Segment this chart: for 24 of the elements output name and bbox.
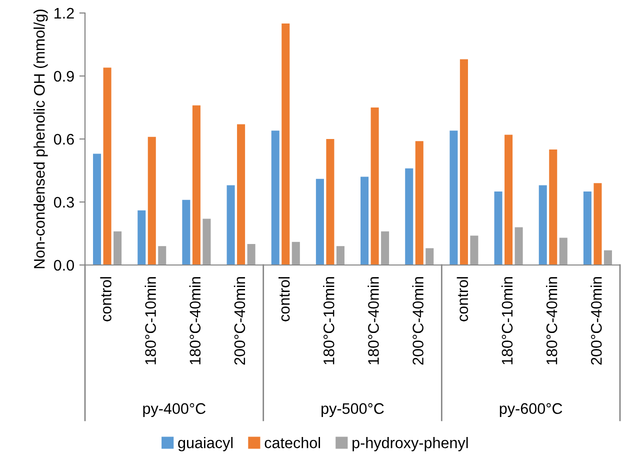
legend-label: guaiacyl: [178, 437, 233, 452]
x-tick-label: 180°C-10min: [501, 277, 513, 364]
x-tick-label: 180°C-10min: [323, 277, 334, 364]
legend-label: p-hydroxy-phenyl: [352, 437, 468, 452]
y-tick-label: 0.3: [54, 196, 74, 208]
x-tick-label: control: [278, 277, 290, 322]
legend-label: catechol: [264, 437, 320, 448]
y-tick-label: 0.0: [54, 260, 74, 271]
y-axis-title: Non-condensed phenolic OH (mmol/g): [34, 10, 48, 268]
x-tick-label: 180°C-10min: [144, 277, 156, 364]
x-tick-label: 180°C-40min: [368, 277, 379, 364]
text: py-600°C: [500, 403, 562, 418]
text: py-400°C: [143, 403, 206, 418]
x-tick-label: 200°C-40min: [590, 277, 602, 365]
x-tick-label: 180°C-40min: [546, 277, 558, 364]
text: py-500°C: [322, 403, 384, 418]
x-tick-label: control: [456, 277, 468, 322]
x-tick-label: 200°C-40min: [234, 277, 246, 365]
y-tick-label: 1.2: [54, 8, 74, 19]
x-tick-label: control: [100, 277, 112, 322]
x-tick-label: 200°C-40min: [412, 277, 424, 365]
x-tick-label: 180°C-40min: [189, 277, 201, 364]
y-tick-label: 0.6: [54, 134, 74, 145]
y-tick-label: 0.9: [54, 70, 74, 82]
